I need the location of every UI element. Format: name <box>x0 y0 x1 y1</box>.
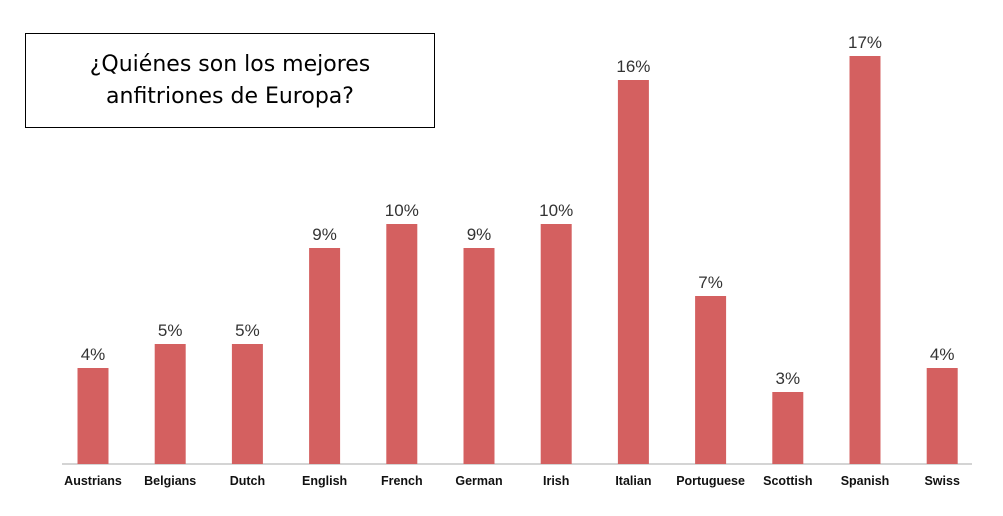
value-label-italian: 16% <box>616 57 650 76</box>
value-label-swiss: 4% <box>930 345 955 364</box>
value-label-english: 9% <box>312 225 337 244</box>
bar-austrians <box>77 368 109 464</box>
value-labels-group: 4% 5% 5% 9% 10% 9% 10% 16% 7% 3% 17% 4% <box>81 33 955 388</box>
category-label-portuguese: Portuguese <box>676 474 745 488</box>
value-label-belgians: 5% <box>158 321 183 340</box>
category-label-austrians: Austrians <box>64 474 122 488</box>
bar-irish <box>540 224 572 464</box>
chart-title-line-1: ¿Quiénes son los mejores <box>89 51 371 77</box>
bar-french <box>386 224 418 464</box>
bar-english <box>309 248 341 464</box>
category-label-belgians: Belgians <box>144 474 196 488</box>
category-labels-group: Austrians Belgians Dutch English French Germa… <box>64 474 960 488</box>
category-label-german: German <box>455 474 502 488</box>
category-label-italian: Italian <box>615 474 651 488</box>
chart-title-box: ¿Quiénes son los mejores anfitriones de … <box>25 33 435 128</box>
value-label-spanish: 17% <box>848 33 882 52</box>
value-label-austrians: 4% <box>81 345 106 364</box>
category-label-french: French <box>381 474 423 488</box>
category-label-swiss: Swiss <box>924 474 959 488</box>
bar-dutch <box>231 344 263 464</box>
value-label-german: 9% <box>467 225 492 244</box>
bar-spanish <box>849 56 881 464</box>
category-label-dutch: Dutch <box>230 474 265 488</box>
bar-german <box>463 248 495 464</box>
bar-italian <box>617 80 649 464</box>
category-label-scottish: Scottish <box>763 474 812 488</box>
bar-portuguese <box>695 296 727 464</box>
category-label-irish: Irish <box>543 474 569 488</box>
value-label-dutch: 5% <box>235 321 260 340</box>
category-label-english: English <box>302 474 347 488</box>
chart-title-line-2: anfitriones de Europa? <box>106 83 354 109</box>
bar-scottish <box>772 392 804 464</box>
bar-swiss <box>926 368 958 464</box>
value-label-irish: 10% <box>539 201 573 220</box>
value-label-scottish: 3% <box>776 369 801 388</box>
value-label-french: 10% <box>385 201 419 220</box>
bar-belgians <box>154 344 186 464</box>
bars-group <box>77 56 958 464</box>
category-label-spanish: Spanish <box>841 474 890 488</box>
value-label-portuguese: 7% <box>698 273 723 292</box>
